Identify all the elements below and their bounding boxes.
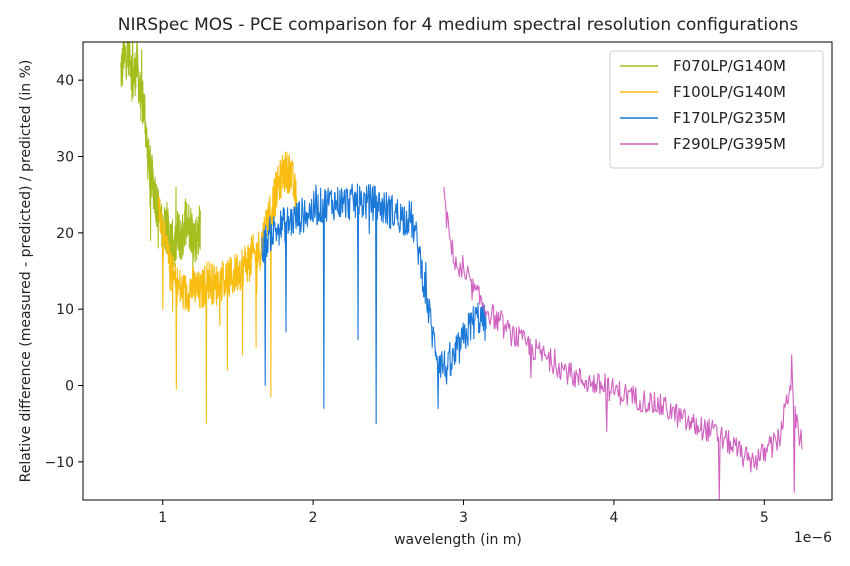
y-tick-label: 10: [56, 302, 74, 318]
series-line-f170lp-g235m: [261, 183, 487, 425]
chart-title: NIRSpec MOS - PCE comparison for 4 mediu…: [118, 15, 799, 35]
series-line-f290lp-g395m: [443, 186, 803, 500]
axes-frame: [82, 41, 833, 501]
x-tick-label: 2: [309, 510, 318, 526]
series-line-f100lp-g140m: [157, 151, 298, 425]
x-tick-label: 3: [459, 510, 468, 526]
legend-label: F070LP/G140M: [673, 57, 786, 75]
x-tick-label: 5: [760, 510, 769, 526]
x-tick-label: 1: [158, 510, 167, 526]
y-tick-label: 0: [65, 379, 74, 395]
x-axis-label: wavelength (in m): [394, 532, 522, 548]
legend: F070LP/G140M F100LP/G140M F170LP/G235M F290…: [609, 50, 824, 169]
y-axis: −10 0 10 20 30 40: [44, 73, 83, 471]
legend-label: F170LP/G235M: [673, 109, 786, 127]
y-tick-label: 40: [56, 73, 74, 89]
plot-area: [120, 42, 803, 500]
x-axis: 1 2 3 4 5: [158, 500, 769, 526]
y-tick-label: 30: [56, 150, 74, 166]
y-tick-label: 20: [56, 226, 74, 242]
series-line-f070lp-g140m: [120, 42, 201, 282]
legend-label: F290LP/G395M: [673, 135, 786, 153]
legend-box: [609, 50, 824, 169]
x-tick-label: 4: [609, 510, 618, 526]
legend-label: F100LP/G140M: [673, 83, 786, 101]
y-axis-label: Relative difference (measured - predicte…: [18, 60, 34, 483]
x-axis-offset-label: 1e−6: [794, 530, 832, 546]
y-tick-label: −10: [44, 455, 74, 471]
